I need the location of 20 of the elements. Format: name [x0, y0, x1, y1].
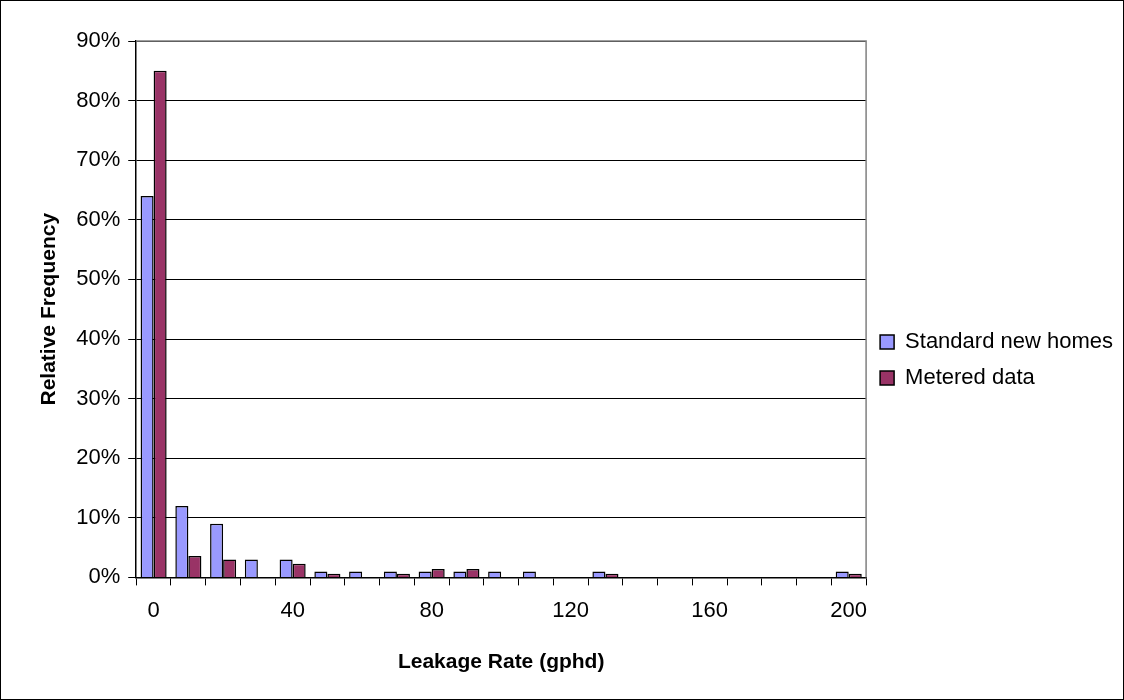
y-axis-title: Relative Frequency [36, 212, 60, 406]
x-axis-title: Leakage Rate (gphd) [397, 649, 605, 673]
x-tick-label: 120 [552, 596, 590, 622]
x-tick-label: 40 [280, 596, 305, 622]
y-tick-label: 50% [76, 265, 121, 291]
y-tick-label: 0% [88, 563, 121, 589]
legend-label: Metered data [905, 364, 1036, 390]
y-tick-label: 40% [76, 325, 121, 351]
y-tick-label: 20% [76, 444, 121, 470]
x-tick-label: 200 [830, 596, 868, 622]
y-tick-label: 30% [76, 384, 121, 410]
x-tick-label: 160 [691, 596, 729, 622]
x-tick-label: 0 [147, 596, 160, 622]
y-tick-label: 80% [76, 86, 121, 112]
y-tick-label: 90% [76, 27, 121, 53]
y-tick-label: 70% [76, 146, 121, 172]
x-tick-label: 80 [419, 596, 444, 622]
y-tick-label: 10% [76, 503, 121, 529]
y-tick-label: 60% [76, 205, 121, 231]
legend-label: Standard new homes [905, 328, 1113, 354]
